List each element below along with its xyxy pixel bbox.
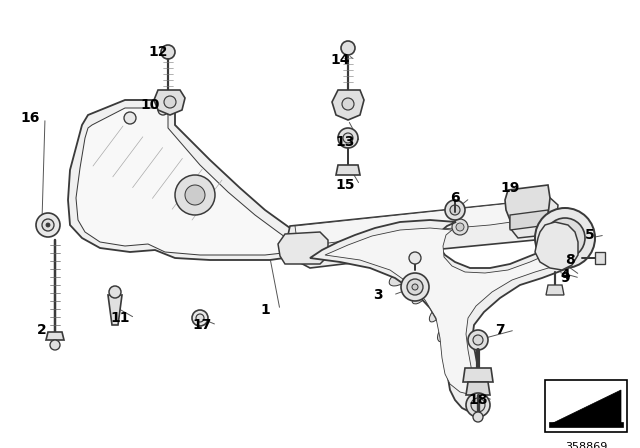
Text: 16: 16 (20, 111, 40, 125)
Circle shape (473, 412, 483, 422)
Polygon shape (551, 390, 621, 424)
Text: 9: 9 (560, 271, 570, 285)
Polygon shape (310, 220, 570, 412)
Ellipse shape (389, 270, 411, 286)
Polygon shape (68, 100, 305, 260)
Circle shape (46, 223, 50, 227)
Circle shape (401, 273, 429, 301)
Circle shape (185, 185, 205, 205)
Circle shape (192, 310, 208, 326)
Circle shape (409, 252, 421, 264)
Circle shape (341, 41, 355, 55)
Polygon shape (278, 232, 328, 264)
Polygon shape (505, 185, 550, 220)
Text: 7: 7 (495, 323, 505, 337)
Polygon shape (463, 368, 493, 382)
Circle shape (450, 205, 460, 215)
Circle shape (158, 105, 168, 115)
Text: 14: 14 (330, 53, 349, 67)
Ellipse shape (444, 348, 452, 362)
Circle shape (407, 279, 423, 295)
Circle shape (372, 230, 388, 246)
Circle shape (412, 224, 428, 240)
Polygon shape (295, 200, 540, 248)
Polygon shape (325, 228, 564, 394)
Ellipse shape (412, 288, 428, 304)
Circle shape (50, 340, 60, 350)
Circle shape (36, 213, 60, 237)
Circle shape (535, 208, 595, 268)
Polygon shape (332, 90, 364, 120)
Polygon shape (46, 332, 64, 340)
Text: 4: 4 (560, 268, 570, 282)
Circle shape (109, 286, 121, 298)
Ellipse shape (438, 328, 447, 342)
Bar (549, 422, 623, 427)
Text: 2: 2 (37, 323, 47, 337)
Circle shape (456, 223, 464, 231)
Polygon shape (510, 196, 558, 238)
Circle shape (175, 175, 215, 215)
Polygon shape (546, 285, 564, 295)
Text: 11: 11 (110, 311, 130, 325)
Circle shape (164, 96, 176, 108)
Polygon shape (535, 222, 578, 270)
Circle shape (466, 393, 490, 417)
Text: 5: 5 (585, 228, 595, 242)
Text: 18: 18 (468, 393, 488, 407)
Text: 3: 3 (373, 288, 383, 302)
Circle shape (412, 284, 418, 290)
Polygon shape (154, 90, 185, 115)
Circle shape (343, 133, 353, 143)
Text: 15: 15 (335, 178, 355, 192)
Circle shape (545, 218, 585, 258)
Text: 19: 19 (500, 181, 520, 195)
Polygon shape (595, 252, 605, 264)
Circle shape (452, 219, 468, 235)
Circle shape (473, 335, 483, 345)
Circle shape (555, 228, 575, 248)
Polygon shape (76, 108, 292, 255)
Text: 12: 12 (148, 45, 168, 59)
Text: 13: 13 (335, 135, 355, 149)
Circle shape (445, 200, 465, 220)
Circle shape (342, 98, 354, 110)
Polygon shape (466, 382, 490, 395)
Text: 358869: 358869 (565, 442, 607, 448)
Polygon shape (288, 200, 550, 268)
Circle shape (196, 314, 204, 322)
Circle shape (124, 112, 136, 124)
Circle shape (416, 228, 424, 236)
Text: 17: 17 (192, 318, 212, 332)
Polygon shape (336, 165, 360, 175)
Text: 10: 10 (140, 98, 160, 112)
Polygon shape (108, 295, 122, 325)
Circle shape (471, 398, 485, 412)
Polygon shape (510, 210, 548, 230)
Ellipse shape (429, 308, 440, 322)
Text: 1: 1 (260, 303, 270, 317)
Circle shape (161, 45, 175, 59)
Circle shape (338, 128, 358, 148)
Bar (545, 380, 627, 432)
Text: 6: 6 (450, 191, 460, 205)
Text: 8: 8 (565, 253, 575, 267)
Circle shape (468, 330, 488, 350)
Circle shape (376, 234, 384, 242)
Circle shape (42, 219, 54, 231)
